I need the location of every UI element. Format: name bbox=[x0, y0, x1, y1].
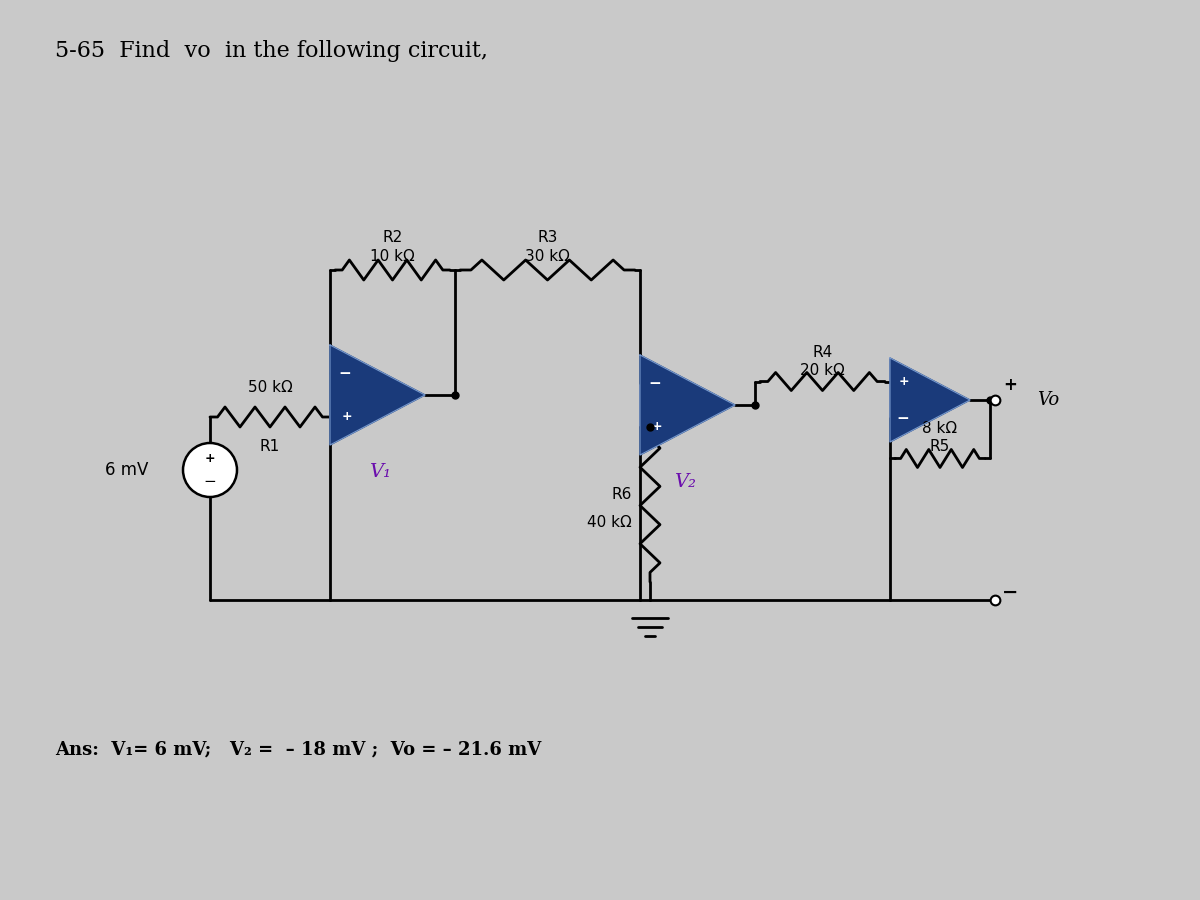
Polygon shape bbox=[890, 358, 970, 442]
Text: 20 kΩ: 20 kΩ bbox=[800, 363, 845, 377]
Text: −: − bbox=[649, 375, 661, 391]
Text: Vo: Vo bbox=[1037, 391, 1060, 409]
Polygon shape bbox=[640, 355, 734, 455]
Text: +: + bbox=[652, 420, 662, 434]
Text: 30 kΩ: 30 kΩ bbox=[526, 249, 570, 264]
Polygon shape bbox=[330, 345, 425, 445]
Text: R3: R3 bbox=[538, 230, 558, 245]
Text: R2: R2 bbox=[383, 230, 403, 245]
Text: R6: R6 bbox=[612, 487, 632, 502]
Text: Ans:  V₁= 6 mV;   V₂ =  – 18 mV ;  Vo = – 21.6 mV: Ans: V₁= 6 mV; V₂ = – 18 mV ; Vo = – 21.… bbox=[55, 740, 541, 758]
Text: R4: R4 bbox=[812, 345, 833, 359]
Text: −: − bbox=[896, 411, 910, 426]
Text: R1: R1 bbox=[260, 439, 280, 454]
Text: 10 kΩ: 10 kΩ bbox=[370, 249, 415, 264]
Text: +: + bbox=[1003, 376, 1016, 394]
Circle shape bbox=[182, 443, 238, 497]
Text: 50 kΩ: 50 kΩ bbox=[247, 380, 293, 395]
Text: 8 kΩ: 8 kΩ bbox=[923, 421, 958, 436]
Text: V₂: V₂ bbox=[674, 473, 696, 491]
Text: 40 kΩ: 40 kΩ bbox=[587, 515, 632, 530]
Text: +: + bbox=[205, 453, 215, 465]
Text: −: − bbox=[204, 473, 216, 489]
Text: 5-65  Find  vo  in the following circuit,: 5-65 Find vo in the following circuit, bbox=[55, 40, 488, 62]
Text: −: − bbox=[1002, 582, 1018, 601]
Text: R5: R5 bbox=[930, 439, 950, 454]
Text: 6 mV: 6 mV bbox=[104, 461, 148, 479]
Text: +: + bbox=[342, 410, 353, 424]
Text: V₁: V₁ bbox=[370, 463, 391, 481]
Text: +: + bbox=[899, 375, 910, 388]
Text: −: − bbox=[338, 365, 352, 381]
